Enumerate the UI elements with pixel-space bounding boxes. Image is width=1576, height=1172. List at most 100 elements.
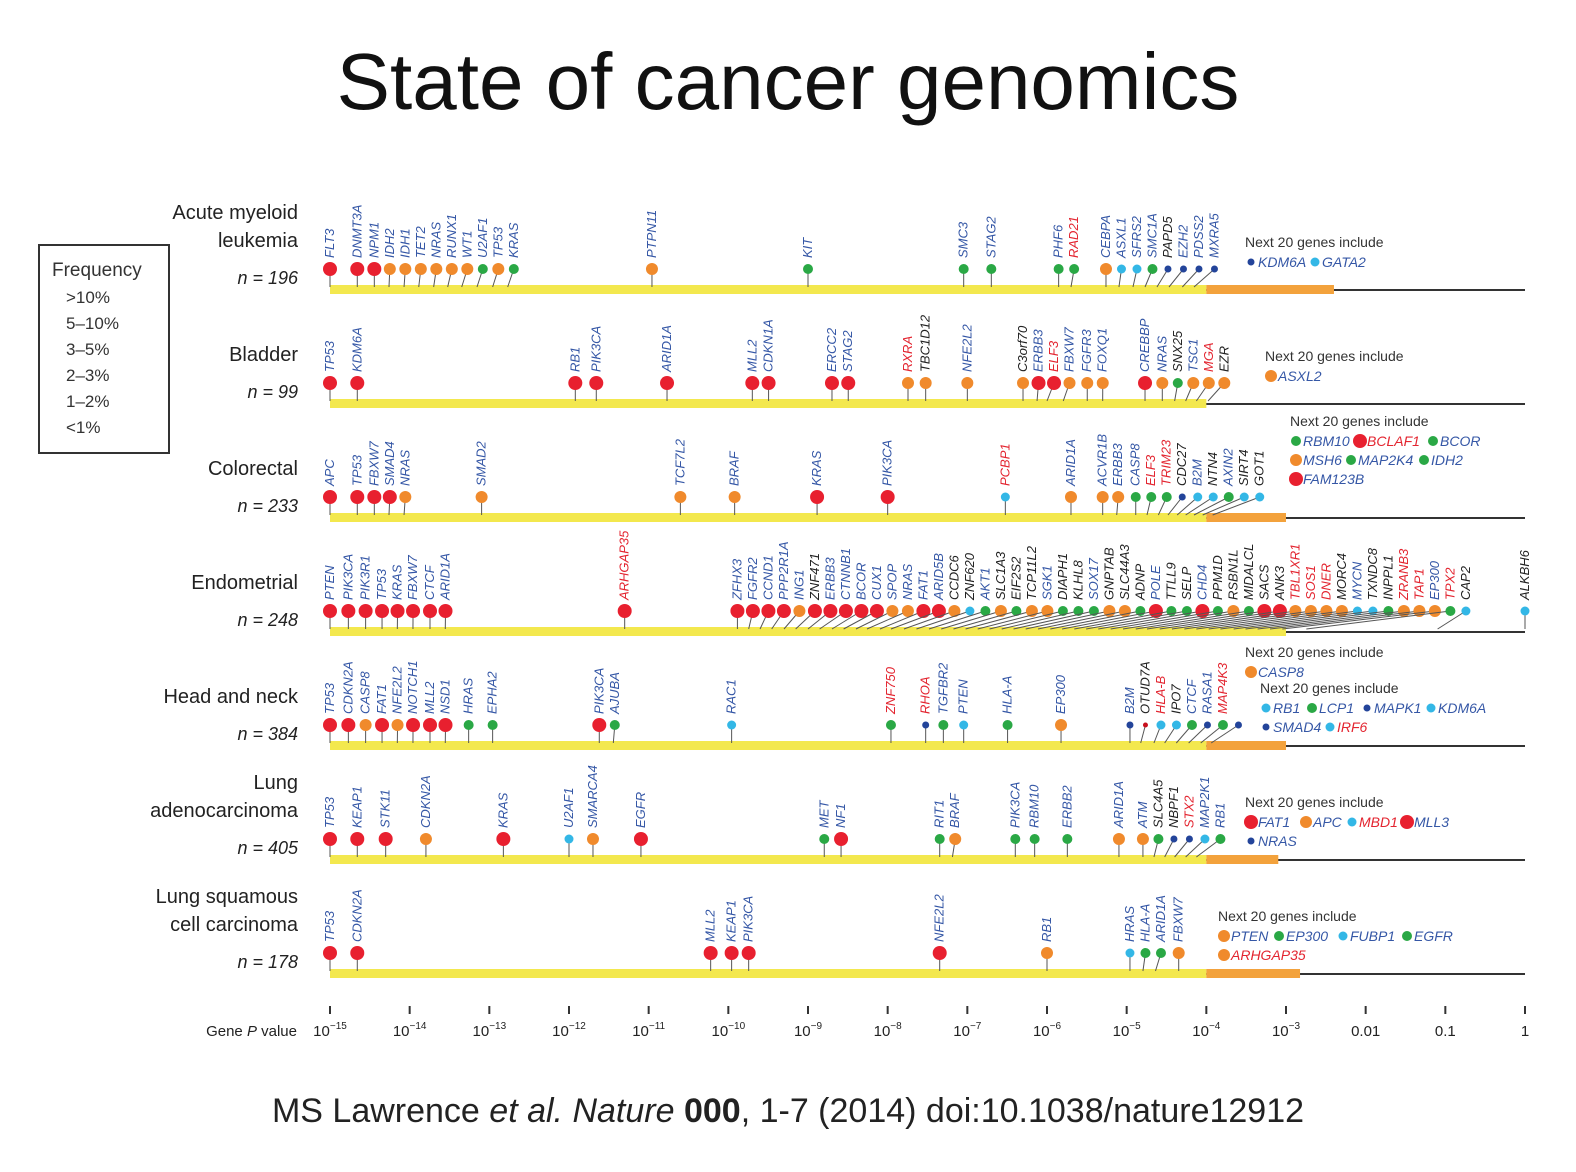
- gene-tick: [1184, 610, 1311, 630]
- gene-label: SPOP: [884, 564, 899, 600]
- gene-label: ARID1A: [1111, 781, 1126, 829]
- gene-dot: [367, 262, 382, 276]
- gene-dot: [938, 720, 949, 730]
- gene-label: KEAP1: [724, 900, 739, 942]
- gene-label: NFE2L2: [932, 894, 947, 942]
- gene-dot: [959, 720, 969, 730]
- gene-label: PIK3CA: [591, 668, 606, 714]
- gene-dot: [445, 263, 458, 275]
- legend-label: <1%: [66, 418, 101, 437]
- gene-label: IDH2: [382, 228, 397, 258]
- next20-gene: BCLAF1: [1367, 433, 1420, 449]
- gene-dot: [901, 605, 914, 617]
- x-tick-label: 10−10: [712, 1021, 746, 1040]
- gene-label: EIF2S2: [1008, 556, 1023, 600]
- gene-label: KDM6A: [349, 327, 364, 372]
- gene-label: CTCF: [1184, 678, 1199, 714]
- gene-label: TXNDC8: [1365, 547, 1380, 600]
- gene-label: STK11: [378, 789, 393, 828]
- gene-label: HLA-B: [1153, 675, 1168, 714]
- gene-dot: [1461, 606, 1471, 616]
- gene-label: TET2: [413, 225, 428, 258]
- gene-label: RUNX1: [444, 214, 459, 258]
- gene-label: TP53: [490, 226, 505, 258]
- cancer-n: n = 178: [237, 952, 298, 972]
- next20-gene: IRF6: [1337, 719, 1368, 735]
- gene-tick: [1269, 610, 1420, 630]
- gene-label: MGA: [1201, 342, 1216, 372]
- gene-dot: [438, 718, 453, 732]
- next20-gene: EP300: [1286, 928, 1328, 944]
- gene-label: RHOA: [918, 676, 933, 714]
- gene-tick: [1282, 610, 1435, 630]
- gene-dot: [568, 376, 583, 390]
- gene-label: SLC44A3: [1117, 544, 1132, 600]
- gene-dot: [1234, 721, 1242, 729]
- gene-dot: [1171, 720, 1181, 730]
- gene-dot: [1132, 264, 1142, 274]
- cancer-n: n = 233: [237, 496, 298, 516]
- next20-gene: MSH6: [1303, 452, 1342, 468]
- gene-label: SMC1A: [1144, 213, 1159, 258]
- legend-title: Frequency: [52, 260, 142, 281]
- x-tick-label: 10−4: [1192, 1021, 1221, 1040]
- gene-label: PTPN11: [644, 210, 659, 258]
- gene-dot: [375, 718, 390, 732]
- gene-label: BCOR: [853, 562, 868, 600]
- citation-rest: , 1-7 (2014) doi:10.1038/nature12912: [740, 1092, 1305, 1130]
- orange-next20-bar: [1206, 969, 1301, 978]
- gene-dot: [961, 377, 974, 389]
- gene-label: KRAS: [506, 222, 521, 258]
- gene-dot: [724, 946, 739, 960]
- gene-tick: [1037, 610, 1126, 630]
- gene-label: STAG2: [983, 216, 998, 258]
- gene-label: U2AF1: [561, 788, 576, 828]
- gene-label: MORC4: [1334, 553, 1349, 600]
- gene-label: STX2: [1181, 795, 1196, 828]
- gene-label: TAP1: [1411, 568, 1426, 600]
- next20-dot: [1400, 815, 1414, 829]
- gene-label: SGK1: [1039, 565, 1054, 600]
- gene-tick: [953, 610, 1017, 630]
- gene-dot: [1200, 834, 1210, 844]
- next20-dot: [1218, 930, 1230, 942]
- gene-dot: [834, 832, 849, 846]
- gene-label: KRAS: [495, 792, 510, 828]
- gene-tick: [1212, 496, 1260, 516]
- next20-dot: [1310, 257, 1320, 267]
- gene-label: RB1: [1212, 803, 1227, 828]
- gene-label: MLL2: [703, 909, 718, 942]
- gene-dot: [406, 718, 421, 732]
- orange-next20-bar: [1206, 741, 1286, 750]
- gene-tick: [1185, 496, 1214, 516]
- cancer-n: n = 196: [237, 268, 299, 288]
- gene-label: RXRA: [900, 336, 915, 372]
- legend-label: 2–3%: [66, 366, 110, 385]
- gene-label: ATM: [1135, 801, 1150, 829]
- gene-label: ERBB2: [1059, 785, 1074, 828]
- gene-tick: [1171, 610, 1296, 630]
- next20-dot: [1218, 949, 1230, 961]
- gene-label: FBXW7: [405, 554, 420, 600]
- gene-dot: [885, 720, 896, 730]
- gene-label: GOT1: [1252, 451, 1267, 486]
- gene-dot: [994, 605, 1007, 617]
- gene-label: CDC27: [1174, 443, 1189, 486]
- gene-dot: [1064, 491, 1077, 503]
- x-tick-label: 10−12: [552, 1021, 586, 1040]
- gene-label: AJUBA: [607, 672, 622, 715]
- gene-label: TP53: [322, 796, 337, 828]
- gene-dot: [645, 263, 658, 275]
- gene-dot: [1002, 720, 1013, 730]
- gene-tick: [1210, 724, 1239, 744]
- gene-tick: [1437, 610, 1467, 630]
- cancer-name: Acute myeloid: [172, 202, 298, 224]
- gene-label: SACS: [1256, 564, 1271, 600]
- gene-dot: [1164, 265, 1172, 273]
- gene-dot: [350, 946, 365, 960]
- gene-dot: [463, 720, 474, 730]
- cancer-name: Lung: [254, 772, 299, 794]
- gene-dot: [1202, 377, 1215, 389]
- gene-dot: [589, 376, 604, 390]
- gene-dot: [508, 264, 519, 274]
